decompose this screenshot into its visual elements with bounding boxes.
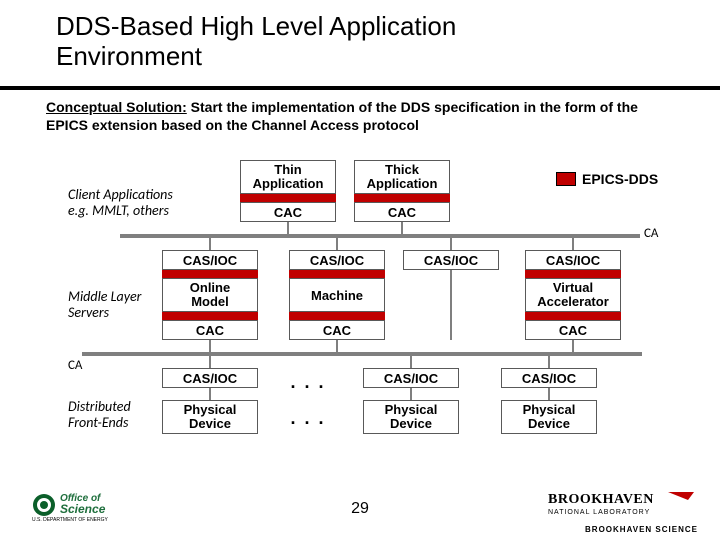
conn-r3-2u — [410, 356, 412, 368]
va-box: VirtualAccelerator — [525, 278, 621, 312]
casioc-4: CAS/IOC — [525, 250, 621, 270]
conn-r3-3m — [548, 388, 550, 400]
thick-redbar — [354, 194, 450, 202]
online-redbar-top — [162, 270, 258, 278]
conn-r2-1d — [209, 340, 211, 352]
casioc-2: CAS/IOC — [289, 250, 385, 270]
online-model-box: OnlineModel — [162, 278, 258, 312]
conn-r2-2d — [336, 340, 338, 352]
r3-casioc-3: CAS/IOC — [501, 368, 597, 388]
r3-pd-3: PhysicalDevice — [501, 400, 597, 434]
ca-bus-top — [120, 234, 640, 238]
conn-r1-1 — [287, 222, 289, 234]
legend-swatch — [556, 172, 576, 186]
machine-box: Machine — [289, 278, 385, 312]
casioc-3: CAS/IOC — [403, 250, 499, 270]
machine-redbar-bot — [289, 312, 385, 320]
conn-r2-3u — [450, 238, 452, 250]
conn-r1-2 — [401, 222, 403, 234]
online-cac: CAC — [162, 320, 258, 340]
slide-title: DDS-Based High Level ApplicationEnvironm… — [0, 0, 720, 72]
ca-label-left: CA — [68, 358, 82, 373]
page-number: 29 — [0, 500, 720, 518]
conn-r2-2u — [336, 238, 338, 250]
subtitle-lead: Conceptual Solution: — [46, 99, 187, 115]
conn-r2-4u — [572, 238, 574, 250]
conn-cas3-down — [450, 270, 452, 340]
conn-r3-2m — [410, 388, 412, 400]
r3-pd-1: PhysicalDevice — [162, 400, 258, 434]
casioc-1: CAS/IOC — [162, 250, 258, 270]
client-apps-label-2: e.g. MMLT, others — [68, 202, 169, 219]
conn-r3-3u — [548, 356, 550, 368]
dist-label-1: Distributed — [68, 398, 131, 415]
dots-top: . . . — [278, 372, 338, 393]
dist-label-2: Front-Ends — [68, 414, 128, 431]
client-apps-label-1: Client Applications — [68, 186, 173, 203]
va-cac: CAC — [525, 320, 621, 340]
conn-r3-1m — [209, 388, 211, 400]
ca-label-right: CA — [644, 226, 658, 241]
middle-label-1: Middle Layer — [68, 288, 141, 305]
machine-cac: CAC — [289, 320, 385, 340]
va-redbar-top — [525, 270, 621, 278]
r3-casioc-2: CAS/IOC — [363, 368, 459, 388]
online-redbar-bot — [162, 312, 258, 320]
middle-label-2: Servers — [68, 304, 109, 321]
legend: EPICS-DDS — [556, 170, 658, 188]
title-rule — [0, 86, 720, 90]
r3-casioc-1: CAS/IOC — [162, 368, 258, 388]
legend-label: EPICS-DDS — [582, 171, 658, 187]
thick-cac-box: CAC — [354, 202, 450, 222]
machine-redbar-top — [289, 270, 385, 278]
thin-cac-box: CAC — [240, 202, 336, 222]
thin-app-box: ThinApplication — [240, 160, 336, 194]
dots-bot: . . . — [278, 408, 338, 429]
ca-bus-bottom — [82, 352, 642, 356]
conn-r2-4d — [572, 340, 574, 352]
va-redbar-bot — [525, 312, 621, 320]
thin-redbar — [240, 194, 336, 202]
conn-r3-1u — [209, 356, 211, 368]
footer-brookhaven-science: BROOKHAVEN SCIENCE — [585, 525, 698, 534]
subtitle: Conceptual Solution: Start the implement… — [46, 98, 666, 134]
r3-pd-2: PhysicalDevice — [363, 400, 459, 434]
thick-app-box: ThickApplication — [354, 160, 450, 194]
conn-r2-1u — [209, 238, 211, 250]
